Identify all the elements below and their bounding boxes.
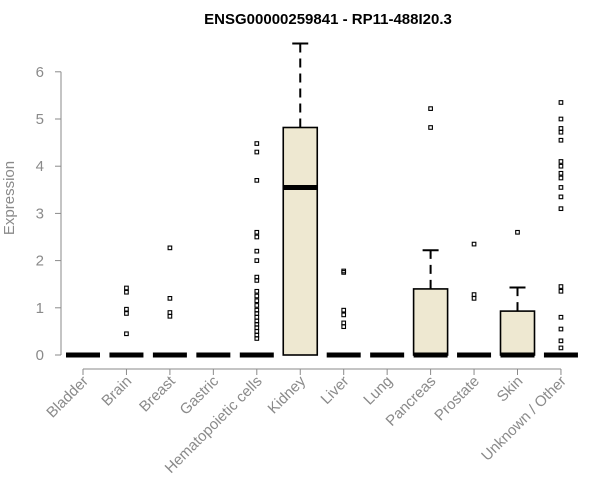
- outlier-point: [254, 314, 260, 320]
- y-axis-label: Expression: [1, 161, 18, 235]
- outlier-point: [428, 125, 433, 130]
- y-tick-label: 1: [36, 300, 44, 317]
- outlier-point: [254, 293, 260, 299]
- outlier-point: [254, 329, 260, 334]
- outlier-point: [254, 234, 260, 240]
- x-tick-label: Kidney: [265, 372, 310, 417]
- box: [499, 310, 536, 356]
- outlier-point: [471, 292, 477, 297]
- outlier-point: [167, 310, 173, 315]
- outlier-point: [254, 298, 260, 304]
- y-tick-label: 0: [36, 347, 44, 364]
- x-tick-label: Liver: [318, 373, 353, 408]
- chart-title: ENSG00000259841 - RP11-488I20.3: [204, 11, 452, 28]
- outlier-point: [558, 137, 564, 143]
- outlier-point: [558, 206, 564, 212]
- outlier-point: [341, 320, 347, 326]
- outlier-point: [124, 311, 129, 316]
- outlier-point: [558, 345, 564, 351]
- outlier-point: [124, 289, 129, 295]
- outlier-point: [124, 306, 129, 312]
- outlier-point: [254, 178, 260, 183]
- outlier-point: [254, 229, 260, 235]
- outlier-point: [341, 307, 347, 313]
- outlier-point: [341, 312, 347, 318]
- box: [412, 288, 449, 356]
- outlier-point: [558, 194, 564, 200]
- outlier-point: [558, 116, 564, 122]
- x-tick-label: Skin: [494, 373, 527, 406]
- outlier-point: [558, 129, 564, 135]
- outlier-point: [558, 100, 564, 105]
- x-tick-label: Brain: [98, 373, 135, 410]
- outlier-point: [254, 303, 260, 308]
- outlier-point: [124, 285, 129, 291]
- outlier-point: [471, 296, 477, 301]
- x-tick-label: Prostate: [431, 373, 483, 425]
- outlier-point: [124, 331, 129, 337]
- outlier-point: [254, 274, 260, 280]
- outlier-point: [254, 258, 260, 263]
- x-tick-label: Breast: [136, 372, 179, 415]
- outlier-point: [471, 241, 477, 247]
- outlier-point: [558, 126, 564, 131]
- outlier-point: [558, 326, 564, 332]
- outlier-point: [254, 288, 260, 294]
- outlier-point: [558, 159, 564, 164]
- x-tick-label: Lung: [360, 373, 396, 409]
- outlier-point: [167, 313, 173, 319]
- outlier-point: [558, 170, 564, 176]
- x-tick-label: Bladder: [43, 373, 92, 422]
- outlier-point: [254, 141, 260, 146]
- outlier-point: [167, 245, 173, 251]
- outlier-point: [254, 149, 260, 155]
- outlier-point: [558, 284, 564, 289]
- outlier-point: [428, 106, 433, 111]
- outlier-point: [254, 307, 260, 313]
- outlier-point: [558, 314, 564, 320]
- outlier-point: [558, 338, 564, 344]
- outlier-point: [254, 248, 260, 254]
- outlier-point: [515, 229, 520, 235]
- outlier-point: [167, 296, 173, 301]
- outlier-point: [254, 332, 260, 338]
- outlier-point: [558, 175, 564, 181]
- outlier-point: [558, 163, 564, 169]
- y-tick-label: 5: [36, 111, 44, 128]
- outlier-point: [558, 288, 564, 294]
- box: [282, 126, 319, 356]
- y-tick-label: 4: [36, 158, 44, 175]
- outlier-point: [558, 185, 564, 190]
- outlier-point: [341, 324, 347, 330]
- y-tick-label: 2: [36, 253, 44, 270]
- outlier-point: [341, 268, 347, 274]
- y-tick-label: 3: [36, 205, 44, 222]
- y-tick-label: 6: [36, 64, 44, 81]
- outlier-point: [254, 318, 260, 324]
